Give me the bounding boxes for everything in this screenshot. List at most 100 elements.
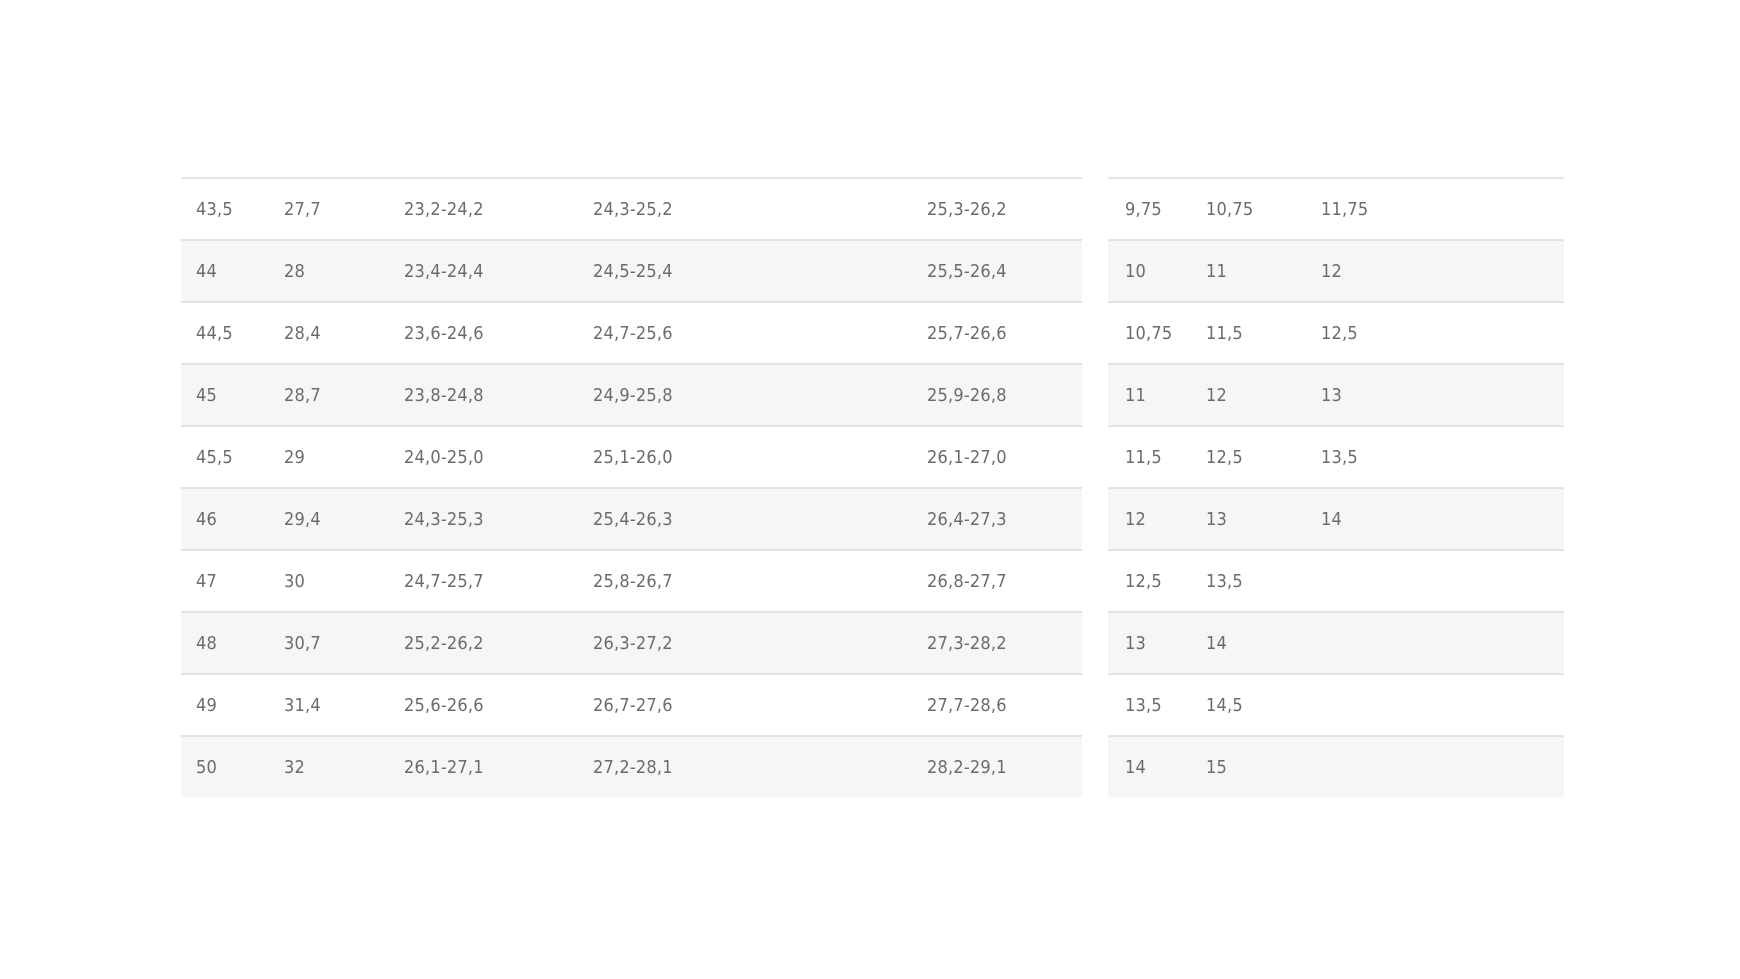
table-row: 48 30,7 25,2-26,2 26,3-27,2 27,3-28,2 xyxy=(181,612,1082,675)
table-cell xyxy=(1321,612,1564,675)
table-cell: 10 xyxy=(1108,240,1206,303)
table-row: 47 30 24,7-25,7 25,8-26,7 26,8-27,7 xyxy=(181,550,1082,613)
table-cell: 24,5-25,4 xyxy=(593,240,927,303)
table-cell: 27,3-28,2 xyxy=(927,612,1082,675)
table-cell: 25,9-26,8 xyxy=(927,364,1082,427)
table-cell: 45,5 xyxy=(181,426,284,489)
table-cell: 13,5 xyxy=(1108,674,1206,737)
table-cell: 50 xyxy=(181,736,284,797)
table-row: 13,5 14,5 xyxy=(1108,674,1564,737)
table-cell: 24,7-25,7 xyxy=(404,550,593,613)
table-cell: 13 xyxy=(1206,488,1321,551)
table-row: 9,75 10,75 11,75 xyxy=(1108,178,1564,241)
table-row: 50 32 26,1-27,1 27,2-28,1 28,2-29,1 xyxy=(181,736,1082,797)
table-row: 14 15 xyxy=(1108,736,1564,797)
table-cell: 23,2-24,2 xyxy=(404,178,593,241)
table-cell: 23,8-24,8 xyxy=(404,364,593,427)
table-cell: 46 xyxy=(181,488,284,551)
table-cell: 10,75 xyxy=(1108,302,1206,365)
table-cell: 14 xyxy=(1321,488,1564,551)
table-cell: 30 xyxy=(284,550,404,613)
table-row: 45 28,7 23,8-24,8 24,9-25,8 25,9-26,8 xyxy=(181,364,1082,427)
table-cell: 29,4 xyxy=(284,488,404,551)
table-cell: 13 xyxy=(1321,364,1564,427)
table-cell: 28,2-29,1 xyxy=(927,736,1082,797)
table-cell: 32 xyxy=(284,736,404,797)
table-cell: 15 xyxy=(1206,736,1321,797)
table-row: 10 11 12 xyxy=(1108,240,1564,303)
table-cell: 24,7-25,6 xyxy=(593,302,927,365)
table-cell: 11,5 xyxy=(1108,426,1206,489)
table-cell: 26,3-27,2 xyxy=(593,612,927,675)
table-row: 44,5 28,4 23,6-24,6 24,7-25,6 25,7-26,6 xyxy=(181,302,1082,365)
table-cell: 12 xyxy=(1108,488,1206,551)
table-cell xyxy=(1321,550,1564,613)
table-cell: 24,0-25,0 xyxy=(404,426,593,489)
table-cell: 27,2-28,1 xyxy=(593,736,927,797)
table-cell: 27,7-28,6 xyxy=(927,674,1082,737)
table-cell: 11 xyxy=(1206,240,1321,303)
table-cell: 31,4 xyxy=(284,674,404,737)
table-cell: 47 xyxy=(181,550,284,613)
table-cell: 45 xyxy=(181,364,284,427)
table-cell: 25,5-26,4 xyxy=(927,240,1082,303)
table-cell: 13 xyxy=(1108,612,1206,675)
table-cell: 27,7 xyxy=(284,178,404,241)
table-cell: 25,1-26,0 xyxy=(593,426,927,489)
table-cell: 12,5 xyxy=(1321,302,1564,365)
table-row: 12 13 14 xyxy=(1108,488,1564,551)
table-row: 46 29,4 24,3-25,3 25,4-26,3 26,4-27,3 xyxy=(181,488,1082,551)
table-row: 11,5 12,5 13,5 xyxy=(1108,426,1564,489)
table-cell: 9,75 xyxy=(1108,178,1206,241)
table-cell: 44 xyxy=(181,240,284,303)
table-cell: 28 xyxy=(284,240,404,303)
table-cell: 25,3-26,2 xyxy=(927,178,1082,241)
table-cell: 26,4-27,3 xyxy=(927,488,1082,551)
table-cell: 14,5 xyxy=(1206,674,1321,737)
table-row: 11 12 13 xyxy=(1108,364,1564,427)
table-cell: 13,5 xyxy=(1206,550,1321,613)
table-cell: 14 xyxy=(1108,736,1206,797)
table-cell: 11,5 xyxy=(1206,302,1321,365)
table-cell: 24,3-25,2 xyxy=(593,178,927,241)
table-cell: 26,7-27,6 xyxy=(593,674,927,737)
table-cell: 26,8-27,7 xyxy=(927,550,1082,613)
table-cell: 25,8-26,7 xyxy=(593,550,927,613)
table-cell: 24,9-25,8 xyxy=(593,364,927,427)
table-cell: 25,2-26,2 xyxy=(404,612,593,675)
table-cell: 43,5 xyxy=(181,178,284,241)
table-cell: 48 xyxy=(181,612,284,675)
table-cell: 23,6-24,6 xyxy=(404,302,593,365)
table-cell: 28,4 xyxy=(284,302,404,365)
table-cell: 13,5 xyxy=(1321,426,1564,489)
table-cell: 11 xyxy=(1108,364,1206,427)
table-row: 10,75 11,5 12,5 xyxy=(1108,302,1564,365)
table-cell: 12 xyxy=(1321,240,1564,303)
table-cell: 25,7-26,6 xyxy=(927,302,1082,365)
table-cell: 23,4-24,4 xyxy=(404,240,593,303)
table-cell: 28,7 xyxy=(284,364,404,427)
table-row: 49 31,4 25,6-26,6 26,7-27,6 27,7-28,6 xyxy=(181,674,1082,737)
table-cell: 30,7 xyxy=(284,612,404,675)
table-row: 12,5 13,5 xyxy=(1108,550,1564,613)
table-row: 13 14 xyxy=(1108,612,1564,675)
table-cell: 12,5 xyxy=(1206,426,1321,489)
table-cell: 14 xyxy=(1206,612,1321,675)
table-cell: 10,75 xyxy=(1206,178,1321,241)
table-row: 43,5 27,7 23,2-24,2 24,3-25,2 25,3-26,2 xyxy=(181,178,1082,241)
size-table-left: 43,5 27,7 23,2-24,2 24,3-25,2 25,3-26,2 44 28 2… xyxy=(181,177,1082,797)
table-cell: 11,75 xyxy=(1321,178,1564,241)
table-cell: 25,6-26,6 xyxy=(404,674,593,737)
table-cell: 49 xyxy=(181,674,284,737)
table-cell: 12,5 xyxy=(1108,550,1206,613)
table-cell xyxy=(1321,736,1564,797)
table-cell: 12 xyxy=(1206,364,1321,427)
table-cell: 26,1-27,1 xyxy=(404,736,593,797)
table-cell: 44,5 xyxy=(181,302,284,365)
table-row: 44 28 23,4-24,4 24,5-25,4 25,5-26,4 xyxy=(181,240,1082,303)
size-table-right: 9,75 10,75 11,75 10 11 12 10,75 11,5 12,5 11 12 13 1… xyxy=(1108,177,1564,797)
table-cell: 29 xyxy=(284,426,404,489)
table-row: 45,5 29 24,0-25,0 25,1-26,0 26,1-27,0 xyxy=(181,426,1082,489)
table-cell: 25,4-26,3 xyxy=(593,488,927,551)
table-cell: 26,1-27,0 xyxy=(927,426,1082,489)
